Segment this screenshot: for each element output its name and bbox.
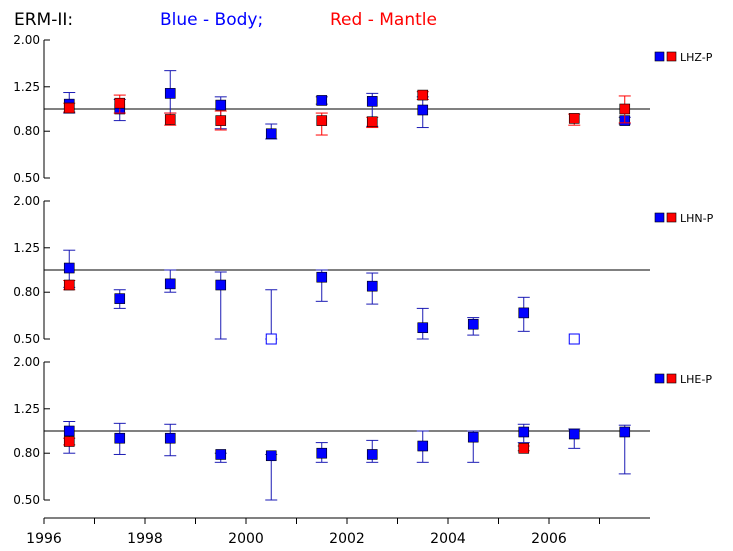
y-tick-label: 0.80: [13, 124, 40, 138]
data-point: [568, 428, 580, 440]
header-red-text: Red - Mantle: [330, 10, 437, 30]
data-point: [63, 436, 75, 447]
panel-lhe-p: 2.00 1.25 0.80 0.50 LHE-P: [13, 355, 712, 507]
series-mantle: [63, 436, 530, 454]
x-axis: 1996 1998 2000 2002 2004 2006: [26, 517, 650, 547]
legend-label: LHE-P: [680, 373, 712, 386]
series-body: [63, 70, 631, 140]
x-tick-label: 2002: [329, 531, 365, 547]
chart-header: ERM-II: Blue - Body; Red - Mantle: [14, 10, 437, 30]
legend-label: LHZ-P: [680, 51, 713, 64]
y-tick-label: 1.25: [13, 80, 40, 94]
data-point: [417, 104, 429, 116]
legend-body-swatch: [654, 373, 665, 384]
data-point: [164, 432, 176, 444]
data-point: [518, 443, 530, 454]
data-point: [215, 99, 227, 111]
header-blue-text: Blue - Body;: [160, 10, 263, 30]
y-tick-label: 0.80: [13, 446, 40, 460]
data-point: [366, 116, 378, 128]
series-body: [63, 249, 580, 345]
data-point: [114, 293, 126, 304]
data-point: [164, 114, 176, 125]
data-point: [215, 115, 227, 126]
data-point-open: [568, 333, 580, 345]
data-point: [114, 97, 126, 109]
data-point: [164, 88, 176, 99]
panel-lhn-p: 2.00 1.25 0.80 0.50 LHN-P: [13, 194, 713, 346]
legend-mantle-swatch: [666, 373, 677, 384]
y-tick-label: 1.25: [13, 402, 40, 416]
legend-label: LHN-P: [680, 212, 714, 225]
legend: LHZ-P: [654, 51, 713, 64]
data-point: [63, 102, 75, 114]
series-body: [63, 421, 631, 501]
data-point: [316, 95, 328, 106]
data-point: [568, 113, 580, 124]
x-tick-label: 1998: [127, 531, 163, 547]
series-mantle: [63, 89, 631, 136]
data-point: [366, 280, 378, 292]
data-point: [417, 89, 429, 101]
data-point: [467, 318, 479, 330]
legend: LHN-P: [654, 212, 714, 225]
data-point: [417, 322, 429, 334]
data-point: [518, 426, 530, 438]
x-tick-label: 2000: [228, 531, 264, 547]
y-tick-label: 2.00: [13, 355, 40, 369]
x-tick-label: 2006: [531, 531, 567, 547]
x-tick-label: 1996: [26, 531, 62, 547]
data-point: [63, 279, 75, 291]
legend-body-swatch: [654, 212, 665, 223]
y-tick-label: 0.50: [13, 332, 40, 346]
data-point: [366, 96, 378, 107]
y-tick-label: 0.80: [13, 285, 40, 299]
y-tick-label: 0.50: [13, 493, 40, 507]
data-point: [467, 431, 479, 443]
legend-mantle-swatch: [666, 51, 677, 62]
data-point: [63, 425, 75, 437]
data-point: [215, 449, 227, 460]
data-point: [619, 426, 631, 438]
series-mantle: [63, 279, 76, 291]
data-point: [316, 447, 328, 459]
data-point: [316, 115, 328, 126]
data-point: [518, 307, 530, 319]
legend: LHE-P: [654, 373, 712, 386]
data-point: [265, 450, 277, 462]
data-point-open: [265, 333, 277, 345]
legend-body-swatch: [654, 51, 665, 62]
y-tick-label: 0.50: [13, 171, 40, 185]
data-point: [63, 262, 75, 274]
y-tick-label: 2.00: [13, 33, 40, 47]
y-tick-label: 2.00: [13, 194, 40, 208]
data-point: [366, 449, 378, 460]
x-tick-label: 2004: [430, 531, 466, 547]
data-point: [164, 278, 176, 290]
data-point: [114, 432, 126, 444]
data-point: [316, 271, 328, 283]
legend-mantle-swatch: [666, 212, 677, 223]
y-tick-label: 1.25: [13, 241, 40, 255]
data-point: [417, 440, 429, 452]
header-prefix: ERM-II:: [14, 10, 73, 30]
panel-lhz-p: 2.00 1.25 0.80 0.50 LHZ-P: [13, 33, 712, 185]
data-point: [265, 128, 277, 140]
data-point: [619, 103, 631, 115]
data-point: [215, 279, 227, 291]
